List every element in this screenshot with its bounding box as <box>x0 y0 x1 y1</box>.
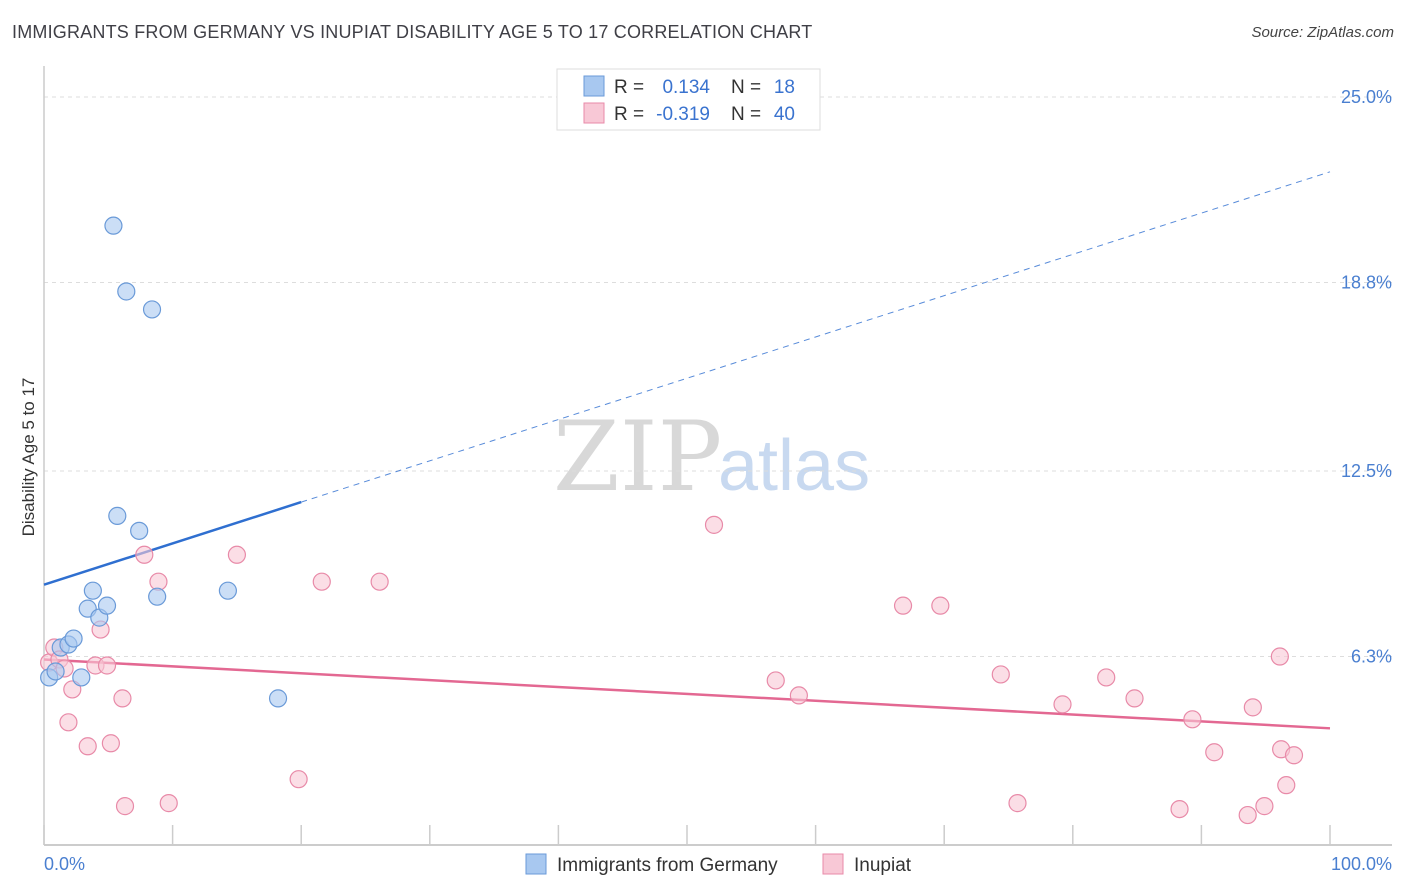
legend-n-label-inupiat: N = <box>731 104 761 125</box>
point-inupiat-16 <box>227 545 246 564</box>
y-axis-title: Disability Age 5 to 17 <box>19 378 38 537</box>
point-inupiat-13 <box>135 545 154 564</box>
point-inupiat-12 <box>115 797 135 816</box>
legend-n-value-inupiat: 40 <box>774 104 795 125</box>
point-inupiat-19 <box>370 572 389 591</box>
point-inupiat-32 <box>1205 743 1224 762</box>
watermark-atlas: atlas <box>718 426 870 506</box>
stats-legend: R = 0.134 N = 18 R = -0.319 N = 40 <box>556 68 821 131</box>
point-germany-17 <box>268 689 288 708</box>
watermark-zip: ZIP <box>553 401 722 513</box>
point-inupiat-21 <box>766 671 785 690</box>
point-inupiat-11 <box>113 689 132 708</box>
point-inupiat-34 <box>1243 698 1262 717</box>
point-germany-15 <box>148 587 167 606</box>
legend-r-value-inupiat: -0.319 <box>656 104 710 125</box>
point-germany-16 <box>218 581 237 600</box>
point-germany-14 <box>142 300 162 319</box>
point-inupiat-27 <box>1053 695 1072 714</box>
point-inupiat-20 <box>704 515 724 534</box>
point-inupiat-6 <box>78 737 97 756</box>
point-inupiat-28 <box>1097 668 1116 687</box>
point-inupiat-14 <box>149 572 168 591</box>
source-label: Source: ZipAtlas.com <box>1251 24 1394 41</box>
x-axis-ticks <box>43 825 1331 845</box>
point-germany-13 <box>130 521 149 540</box>
point-inupiat-25 <box>991 665 1010 684</box>
point-inupiat-33 <box>1238 805 1257 825</box>
trend-line-solid-0 <box>43 500 302 586</box>
point-inupiat-18 <box>312 572 331 591</box>
series-legend-label-inupiat: Inupiat <box>854 855 912 876</box>
point-inupiat-30 <box>1170 799 1189 819</box>
legend-swatch-germany <box>583 75 605 97</box>
point-germany-1 <box>46 662 65 681</box>
gridlines <box>44 96 1392 658</box>
point-inupiat-24 <box>931 596 950 615</box>
point-inupiat-17 <box>289 770 308 789</box>
point-inupiat-35 <box>1255 797 1274 816</box>
point-inupiat-15 <box>159 794 178 813</box>
point-inupiat-29 <box>1125 689 1144 708</box>
legend-n-label-germany: N = <box>731 77 761 98</box>
legend-r-value-germany: 0.134 <box>662 77 710 98</box>
x-tick-label-min: 0.0% <box>44 854 85 874</box>
point-inupiat-26 <box>1008 794 1027 813</box>
point-inupiat-4 <box>59 713 78 732</box>
legend-swatch-inupiat <box>583 102 605 124</box>
legend-r-label-germany: R = <box>614 77 644 98</box>
trend-line-dashed-0 <box>301 171 1331 503</box>
data-points <box>40 216 1304 825</box>
point-inupiat-36 <box>1270 647 1289 666</box>
point-germany-11 <box>108 506 127 525</box>
series-legend-swatch-inupiat <box>822 853 844 875</box>
point-germany-12 <box>117 282 136 301</box>
point-inupiat-23 <box>893 596 913 615</box>
point-inupiat-9 <box>97 656 117 675</box>
point-germany-7 <box>83 581 102 600</box>
y-tick-label-0: 25.0% <box>1341 87 1392 107</box>
legend-r-label-inupiat: R = <box>614 104 644 125</box>
point-inupiat-39 <box>1284 746 1304 765</box>
y-tick-label-1: 18.8% <box>1341 273 1392 293</box>
y-tick-label-3: 6.3% <box>1351 647 1392 667</box>
trend-line-solid-1 <box>43 658 1331 730</box>
point-inupiat-22 <box>789 686 808 705</box>
point-germany-4 <box>64 629 83 648</box>
point-inupiat-10 <box>101 734 120 753</box>
point-germany-10 <box>104 216 123 235</box>
point-germany-9 <box>97 596 117 615</box>
series-legend-swatch-germany <box>525 853 547 875</box>
point-germany-5 <box>72 668 91 687</box>
x-tick-label-max: 100.0% <box>1331 854 1392 874</box>
chart-title: IMMIGRANTS FROM GERMANY VS INUPIAT DISAB… <box>12 22 813 42</box>
series-legend: Immigrants from Germany Inupiat <box>525 853 912 876</box>
legend-n-value-germany: 18 <box>774 77 795 98</box>
y-tick-label-2: 12.5% <box>1341 461 1392 481</box>
series-legend-label-germany: Immigrants from Germany <box>557 855 778 876</box>
watermark: ZIP atlas <box>553 401 870 513</box>
point-inupiat-31 <box>1183 710 1202 729</box>
trend-lines <box>43 171 1331 730</box>
point-inupiat-38 <box>1277 776 1296 795</box>
y-tick-labels: 25.0% 18.8% 12.5% 6.3% <box>1341 87 1392 667</box>
